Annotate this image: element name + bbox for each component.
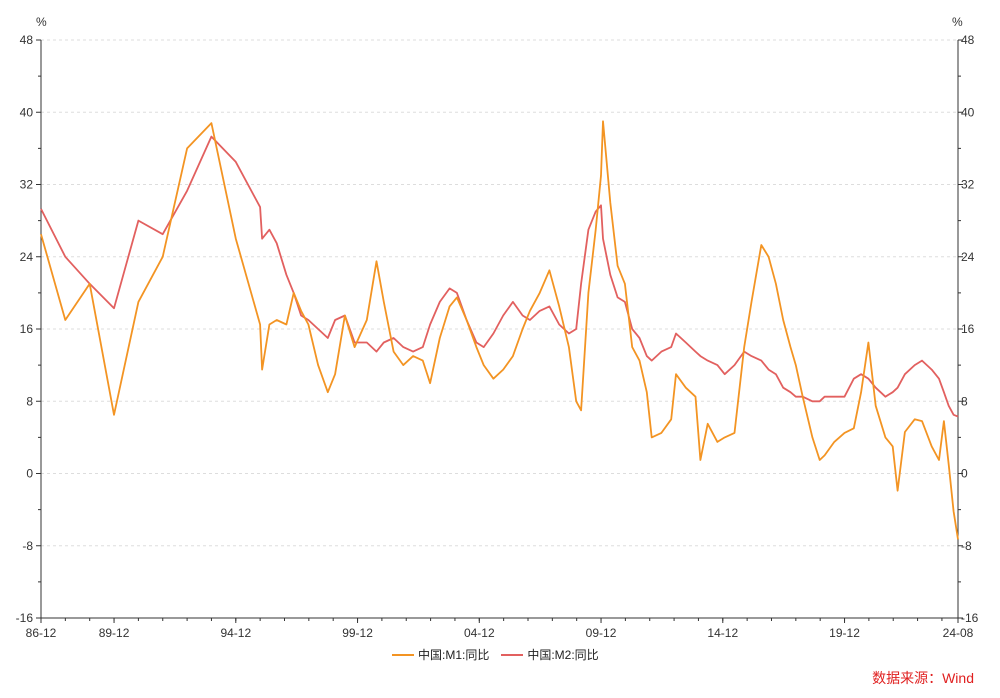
y-tick-label-left: 24: [20, 250, 34, 264]
y-tick-label-left: -8: [22, 539, 33, 553]
x-tick-label: 24-08: [943, 626, 974, 640]
y-tick-label-right: 8: [961, 394, 968, 408]
y-tick-label-right: 16: [961, 322, 975, 336]
legend-swatch-m1: [392, 653, 414, 656]
legend-item-m1[interactable]: 中国:M1:同比: [392, 646, 489, 663]
x-tick-label: 14-12: [707, 626, 738, 640]
y-tick-label-left: 48: [20, 33, 34, 47]
y-tick-label-left: -16: [16, 611, 34, 625]
series-lines: [40, 120, 959, 540]
series-line-m2[interactable]: [40, 135, 959, 418]
grid-lines: [41, 39, 958, 547]
y-tick-label-left: 16: [20, 322, 34, 336]
left-axis-unit: %: [36, 15, 47, 29]
x-tick-label: 89-12: [99, 626, 130, 640]
y-ticks: -16 -16 -8 -8 0 0 8 8 16 16 24 24 32 32 40 40 48 48: [16, 33, 979, 625]
y-tick-label-left: 40: [20, 105, 34, 119]
right-axis-unit: %: [952, 15, 963, 29]
x-tick-label: 09-12: [586, 626, 617, 640]
y-tick-label-left: 32: [20, 178, 34, 192]
legend: 中国:M1:同比 中国:M2:同比: [392, 646, 611, 663]
x-tick-label: 86-12: [26, 626, 57, 640]
legend-label-m2: 中国:M2:同比: [527, 648, 599, 662]
x-tick-label: 99-12: [342, 626, 373, 640]
axes: % %: [36, 15, 963, 619]
y-tick-label-right: -16: [961, 611, 979, 625]
y-tick-label-right: 32: [961, 178, 975, 192]
series-line-m1[interactable]: [40, 120, 959, 540]
y-tick-label-right: 24: [961, 250, 975, 264]
y-tick-label-right: 48: [961, 33, 975, 47]
y-tick-label-left: 8: [26, 394, 33, 408]
legend-label-m1: 中国:M1:同比: [418, 648, 490, 662]
y-tick-label-right: -8: [961, 539, 972, 553]
y-tick-label-right: 0: [961, 467, 968, 481]
x-tick-label: 04-12: [464, 626, 495, 640]
y-tick-label-left: 0: [26, 467, 33, 481]
source-note: 数据来源：Wind: [872, 670, 974, 686]
y-tick-label-right: 40: [961, 105, 975, 119]
x-tick-label: 94-12: [220, 626, 251, 640]
x-ticks: 86-12 89-12 94-12 99-12 04-12 09-12 14-12 19-12…: [26, 618, 974, 640]
legend-swatch-m2: [501, 653, 524, 656]
legend-item-m2[interactable]: 中国:M2:同比: [501, 646, 599, 663]
x-tick-label: 19-12: [829, 626, 860, 640]
